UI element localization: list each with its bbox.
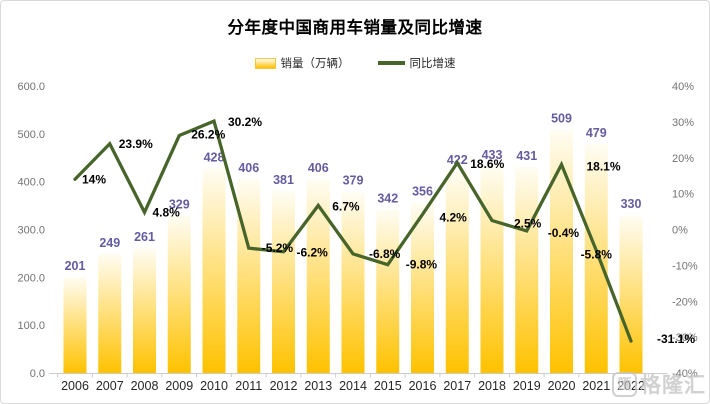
x-axis-year-label: 2020 — [548, 379, 576, 393]
growth-pct-label: 2.5% — [514, 217, 542, 231]
bar-value-label: 329 — [169, 198, 190, 212]
x-axis-year-label: 2011 — [235, 379, 262, 393]
sales-bar — [237, 178, 261, 373]
bar-swatch-icon — [254, 57, 276, 69]
legend-item-growth: 同比增速 — [377, 55, 456, 71]
right-axis-tick-label: 30% — [672, 117, 694, 129]
sales-bar — [376, 209, 400, 373]
right-axis-tick-label: 10% — [672, 189, 694, 201]
growth-pct-label: 4.2% — [440, 210, 468, 224]
growth-pct-label: 18.1% — [587, 160, 621, 174]
growth-pct-label: -6.8% — [369, 247, 401, 261]
x-axis-year-label: 2010 — [200, 379, 228, 393]
growth-pct-label: 30.2% — [228, 115, 262, 129]
x-axis-year-label: 2018 — [478, 379, 506, 393]
bar-value-label: 201 — [65, 259, 86, 273]
bar-value-label: 379 — [343, 174, 364, 188]
x-axis-year-label: 2012 — [270, 379, 298, 393]
bar-value-label: 356 — [412, 185, 433, 199]
bar-value-label: 249 — [99, 236, 120, 250]
growth-pct-label: -5.8% — [581, 247, 613, 261]
bar-value-label: 406 — [308, 161, 329, 175]
bar-value-label: 509 — [551, 112, 572, 126]
x-axis-year-label: 2008 — [131, 379, 159, 393]
right-axis-tick-label: -20% — [672, 296, 698, 308]
right-axis-tick-label: 20% — [672, 153, 694, 165]
sales-bar — [445, 171, 469, 373]
chart-legend: 销量（万辆） 同比增速 — [1, 55, 709, 71]
sales-bar — [584, 143, 608, 373]
right-axis-tick-label: 40% — [672, 81, 694, 93]
x-axis-year-label: 2016 — [409, 379, 437, 393]
x-axis-year-label: 2006 — [61, 379, 89, 393]
left-axis-tick-label: 600.0 — [17, 81, 45, 93]
x-axis-year-label: 2009 — [165, 379, 193, 393]
growth-pct-label: 4.8% — [153, 205, 181, 219]
chart-title: 分年度中国商用车销量及同比增速 — [227, 19, 483, 37]
legend-item-sales: 销量（万辆） — [254, 55, 350, 71]
bar-value-label: 433 — [482, 148, 503, 162]
sales-bar — [550, 129, 573, 373]
x-axis-year-label: 2014 — [339, 379, 367, 393]
bar-value-label: 330 — [621, 197, 642, 211]
growth-pct-label: 6.7% — [332, 199, 360, 213]
bar-value-label: 406 — [238, 161, 259, 175]
legend-label-sales: 销量（万辆） — [280, 58, 350, 70]
right-axis-tick-label: -40% — [672, 368, 698, 380]
sales-bar — [619, 215, 643, 373]
right-axis-tick-label: -10% — [672, 260, 698, 272]
bar-value-label: 342 — [377, 191, 398, 205]
sales-bar — [306, 178, 330, 373]
bar-value-label: 381 — [273, 173, 294, 187]
x-axis-year-label: 2015 — [374, 379, 402, 393]
growth-pct-label: -6.2% — [297, 246, 329, 260]
x-axis-year-label: 2021 — [582, 379, 610, 393]
right-axis-tick-label: 0% — [672, 225, 688, 237]
left-axis-tick-label: 0.0 — [30, 368, 45, 380]
bar-value-label: 431 — [516, 149, 537, 163]
left-axis-tick-label: 100.0 — [17, 320, 45, 332]
right-axis-tick-label: -30% — [672, 332, 698, 344]
sales-bar — [202, 168, 226, 373]
sales-bar — [515, 166, 539, 373]
sales-bar — [63, 276, 87, 373]
left-axis-tick-label: 500.0 — [17, 129, 45, 141]
growth-pct-label: 18.6% — [470, 157, 504, 171]
growth-pct-label: 26.2% — [191, 128, 225, 142]
sales-bar — [480, 165, 504, 373]
legend-label-growth: 同比增速 — [409, 58, 456, 70]
bar-value-label: 428 — [204, 150, 225, 164]
left-axis-tick-label: 300.0 — [17, 225, 45, 237]
bar-value-label: 479 — [586, 126, 607, 140]
growth-pct-label: -0.4% — [548, 226, 580, 240]
growth-pct-label: 23.9% — [119, 137, 153, 151]
sales-bar — [133, 248, 156, 373]
left-axis-tick-label: 200.0 — [17, 272, 45, 284]
growth-line — [73, 118, 633, 343]
x-axis-year-label: 2017 — [443, 379, 471, 393]
growth-pct-label: -31.1% — [657, 332, 695, 346]
bar-value-label: 261 — [134, 230, 155, 244]
growth-pct-label: -5.2% — [262, 241, 294, 255]
sales-bar — [341, 191, 365, 373]
sales-bar — [411, 202, 434, 373]
sales-bar — [167, 215, 191, 373]
sales-bar — [98, 253, 122, 373]
x-axis-year-label: 2007 — [96, 379, 124, 393]
sales-bar — [272, 190, 295, 373]
growth-pct-label: 14% — [82, 172, 106, 186]
x-axis-year-label: 2013 — [304, 379, 332, 393]
growth-pct-label: -9.8% — [406, 258, 438, 272]
x-axis-year-label: 2019 — [513, 379, 541, 393]
left-axis-tick-label: 400.0 — [17, 177, 45, 189]
line-swatch-icon — [377, 61, 405, 65]
x-axis-year-label: 2022 — [617, 379, 645, 393]
